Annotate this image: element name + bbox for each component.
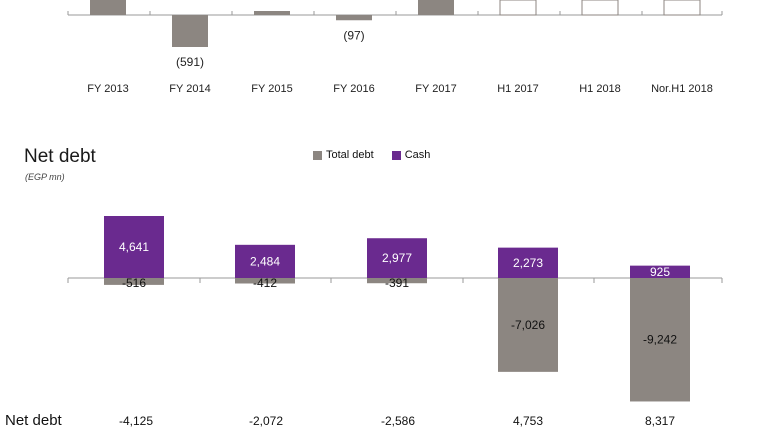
- bar-total-debt: [235, 278, 295, 284]
- legend-label-cash: Cash: [404, 149, 431, 161]
- bar-value-label-cash: 4,641: [119, 240, 149, 254]
- legend: Total debt Cash: [313, 149, 448, 161]
- x-tick-label: FY 2016: [333, 83, 374, 95]
- x-tick-label: H1 2017: [497, 83, 539, 95]
- bar-cash: [630, 265, 690, 278]
- chart-subtitle: (EGP mn): [25, 172, 65, 182]
- net-debt-value: 4,753: [512, 414, 544, 428]
- bar: [172, 15, 208, 47]
- bar-value-label-debt: -7,026: [511, 318, 545, 332]
- x-tick-label: FY 2013: [87, 83, 128, 95]
- chart-title: Net debt: [24, 146, 96, 167]
- x-tick-label: FY 2015: [251, 83, 292, 95]
- bar-cash: [104, 216, 164, 278]
- bar-value-label-debt: -412: [253, 276, 277, 290]
- bar-value-label: (591): [176, 55, 204, 69]
- bar-outline-cropped: [663, 0, 701, 16]
- net-debt-value: 8,317: [644, 414, 676, 428]
- legend-label-total-debt: Total debt: [326, 149, 374, 161]
- bar-outline-cropped: [581, 0, 619, 16]
- net-debt-value: -4,125: [118, 414, 154, 428]
- bar-cropped: [418, 0, 454, 15]
- net-debt-value: -2,586: [380, 414, 416, 428]
- bar-cropped: [90, 0, 126, 15]
- x-tick-label: FY 2014: [169, 83, 210, 95]
- bar-total-debt: [630, 278, 690, 402]
- bar-total-debt: [367, 278, 427, 284]
- bar-value-label-cash: 2,484: [250, 254, 280, 268]
- ebitda-bar-chart: (591) (97) FY 2013 FY 2014 FY 2015 FY 2016 FY …: [67, 0, 723, 95]
- bar-total-debt: [104, 278, 164, 285]
- bar: [336, 15, 372, 21]
- legend-swatch-total-debt: [313, 150, 322, 160]
- x-tick-label: FY 2017: [415, 83, 456, 95]
- bar-value-label-cash: 925: [650, 265, 670, 279]
- bar-value-label-debt: -9,242: [643, 333, 677, 347]
- bar-value-label: (97): [343, 28, 364, 42]
- bar-value-label-cash: 2,273: [513, 256, 543, 270]
- bar-value-label-debt: -391: [385, 276, 409, 290]
- bar-cash: [235, 244, 295, 278]
- bar-value-label-debt: -516: [122, 276, 146, 290]
- bar-total-debt: [498, 278, 558, 372]
- bar-value-label-cash: 2,977: [382, 251, 412, 265]
- net-debt-value: -2,072: [248, 414, 284, 428]
- bar-cropped: [254, 11, 290, 15]
- legend-total-debt: Total debt: [313, 149, 374, 161]
- legend-cash: Cash: [391, 149, 431, 161]
- net-debt-row-label: Net debt: [5, 412, 62, 429]
- bar-cash: [367, 238, 427, 278]
- bar-cash: [498, 247, 558, 278]
- x-tick-label: H1 2018: [579, 83, 621, 95]
- bar-outline-cropped: [499, 0, 537, 16]
- x-tick-label: Nor.H1 2018: [651, 83, 713, 95]
- legend-swatch-cash: [391, 150, 401, 160]
